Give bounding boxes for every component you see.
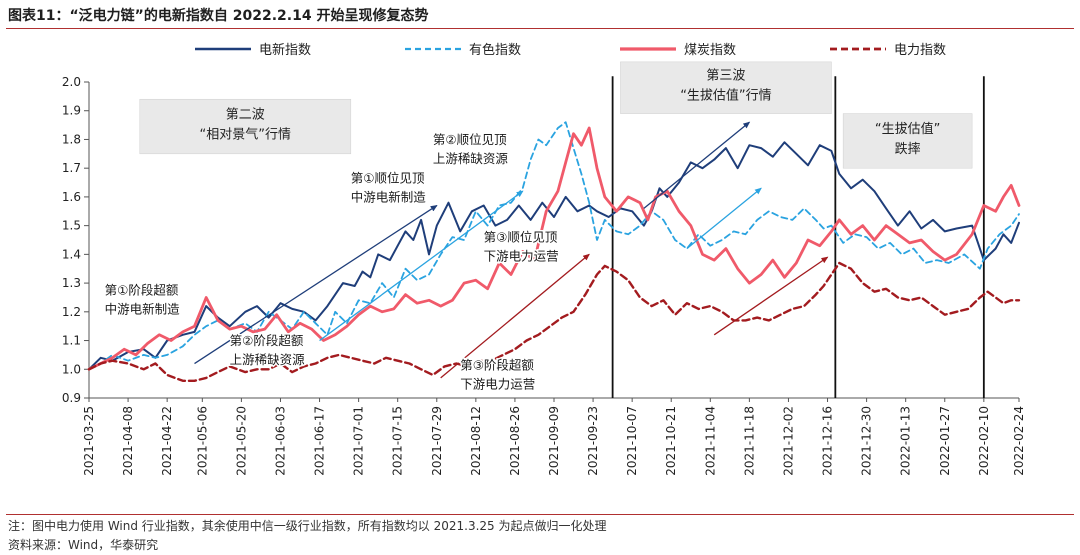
y-tick-label: 0.9 [62, 391, 81, 405]
wave-box-bg [139, 98, 352, 155]
x-tick-label: 2021-03-25 [82, 406, 96, 476]
x-tick-label: 2021-08-12 [469, 406, 483, 476]
legend-item: 煤炭指数 [620, 43, 736, 58]
series-line-煤炭指数 [87, 126, 1021, 371]
wave-box-text: “相对景气”行情 [200, 127, 291, 143]
wave-box-text: 第二波 [226, 108, 265, 123]
annotation-text: 第②顺位见顶 [433, 132, 507, 147]
arrow-wave3-power [713, 256, 829, 336]
annotation-text: 上游稀缺资源 [230, 352, 306, 367]
y-tick-label: 1.3 [62, 276, 81, 290]
x-tick-label: 2021-05-20 [234, 406, 248, 476]
y-tick-label: 1.7 [62, 161, 81, 175]
title-underline [6, 28, 1074, 29]
x-tick-label: 2021-09-23 [586, 406, 600, 476]
series-line-电力指数 [87, 261, 1021, 382]
x-tick-label: 2021-04-22 [160, 406, 174, 476]
annotation-text: 第②阶段超额 [230, 333, 304, 348]
y-tick-label: 1.2 [62, 305, 81, 319]
trend-arrows [194, 121, 829, 379]
line-chart: 电新指数 有色指数 煤炭指数 电力指数 第二波 “相对景气”行情 第三波 “生拔估值”行情 “… [62, 42, 1026, 476]
arrow-new-energy [194, 204, 438, 365]
y-tick-label: 1.6 [62, 190, 81, 204]
x-tick-label: 2022-02-10 [977, 406, 991, 476]
annotation-text: 上游稀缺资源 [433, 151, 509, 166]
annotation-text: 第③阶段超额 [460, 357, 534, 372]
x-tick-label: 2021-07-01 [352, 406, 366, 476]
annotation-text: 中游电新制造 [351, 190, 427, 205]
legend-item: 电力指数 [830, 43, 946, 58]
wave-box-text: 跌摔 [895, 141, 921, 157]
arrow-wave3-cyan [686, 187, 762, 250]
y-tick-label: 1.4 [62, 247, 81, 261]
legend: 电新指数 有色指数 煤炭指数 电力指数 [195, 42, 946, 58]
wave-box-text: “生拔估值”行情 [680, 88, 771, 104]
x-tick-label: 2021-11-18 [742, 406, 756, 476]
x-tick-label: 2021-10-21 [664, 406, 678, 476]
wave-box-text: 第三波 [706, 69, 745, 84]
legend-label: 电力指数 [894, 43, 946, 58]
y-tick-label: 1.0 [62, 362, 81, 376]
x-tick-label: 2021-07-29 [430, 406, 444, 476]
x-tick-label: 2022-01-27 [938, 406, 952, 476]
axes: 0.9 1.0 1.1 1.2 1.3 1.4 1.5 1.6 1.7 1.8 1.9 2.0 2021… [62, 75, 1026, 476]
wave-box-2: 第二波 “相对景气”行情 [139, 98, 352, 155]
series-line-有色指数 [88, 121, 1020, 371]
wave-boxes: 第二波 “相对景气”行情 第三波 “生拔估值”行情 “生拔估值” 跌摔 [139, 61, 973, 169]
x-tick-label: 2021-12-16 [821, 406, 835, 476]
footer-rule [6, 514, 1074, 515]
x-tick-label: 2021-12-30 [860, 406, 874, 476]
arrow-nonferrous [319, 190, 524, 342]
annotation-text: 下游电力运营 [460, 376, 535, 391]
x-tick-label: 2022-02-24 [1012, 406, 1026, 476]
annotation-text: 第①阶段超额 [105, 283, 179, 298]
arrow-wave3-navy [643, 121, 751, 209]
x-tick-label: 2022-01-13 [899, 406, 913, 476]
annotation-text: 第①顺位见顶 [351, 171, 425, 186]
legend-item: 电新指数 [195, 42, 311, 58]
legend-label: 煤炭指数 [684, 43, 736, 58]
x-tick-label: 2021-06-03 [273, 406, 287, 476]
wave-box-bg [842, 113, 973, 169]
annotation-text: 下游电力运营 [484, 248, 559, 263]
phase-dividers [611, 76, 985, 398]
wave-box-text: “生拔估值” [875, 121, 940, 137]
y-tick-label: 1.8 [62, 132, 81, 146]
y-tick-label: 1.9 [62, 104, 81, 118]
legend-item: 有色指数 [405, 42, 521, 58]
annotation-text: 第③顺位见顶 [484, 229, 558, 244]
y-tick-label: 1.5 [62, 219, 81, 233]
wave-box-fall: “生拔估值” 跌摔 [842, 113, 973, 169]
x-tick-label: 2021-11-04 [703, 406, 717, 476]
x-tick-label: 2021-05-06 [195, 406, 209, 476]
legend-label: 有色指数 [469, 42, 521, 58]
footnote: 注：图中电力使用 Wind 行业指数，其余使用中信一级行业指数，所有指数均以 2… [8, 519, 607, 533]
x-tick-label: 2021-09-09 [547, 406, 561, 476]
x-tick-label: 2021-07-15 [391, 406, 405, 476]
source-note: 资料来源：Wind，华泰研究 [8, 538, 159, 552]
x-tick-label: 2021-10-07 [625, 406, 639, 476]
x-tick-label: 2021-06-17 [313, 406, 327, 476]
y-tick-label: 1.1 [62, 334, 81, 348]
wave-box-bg [620, 61, 832, 114]
arrow-power [440, 253, 590, 379]
chart-title: 图表11：“泛电力链”的电新指数自 2022.2.14 开始呈现修复态势 [8, 8, 429, 24]
y-tick-label: 2.0 [62, 75, 81, 89]
wave-box-3: 第三波 “生拔估值”行情 [620, 61, 832, 114]
legend-label: 电新指数 [259, 42, 311, 58]
x-tick-label: 2021-12-02 [781, 406, 795, 476]
x-tick-label: 2021-08-26 [508, 406, 522, 476]
annotation-text: 中游电新制造 [105, 302, 181, 317]
x-tick-label: 2021-04-08 [121, 406, 135, 476]
